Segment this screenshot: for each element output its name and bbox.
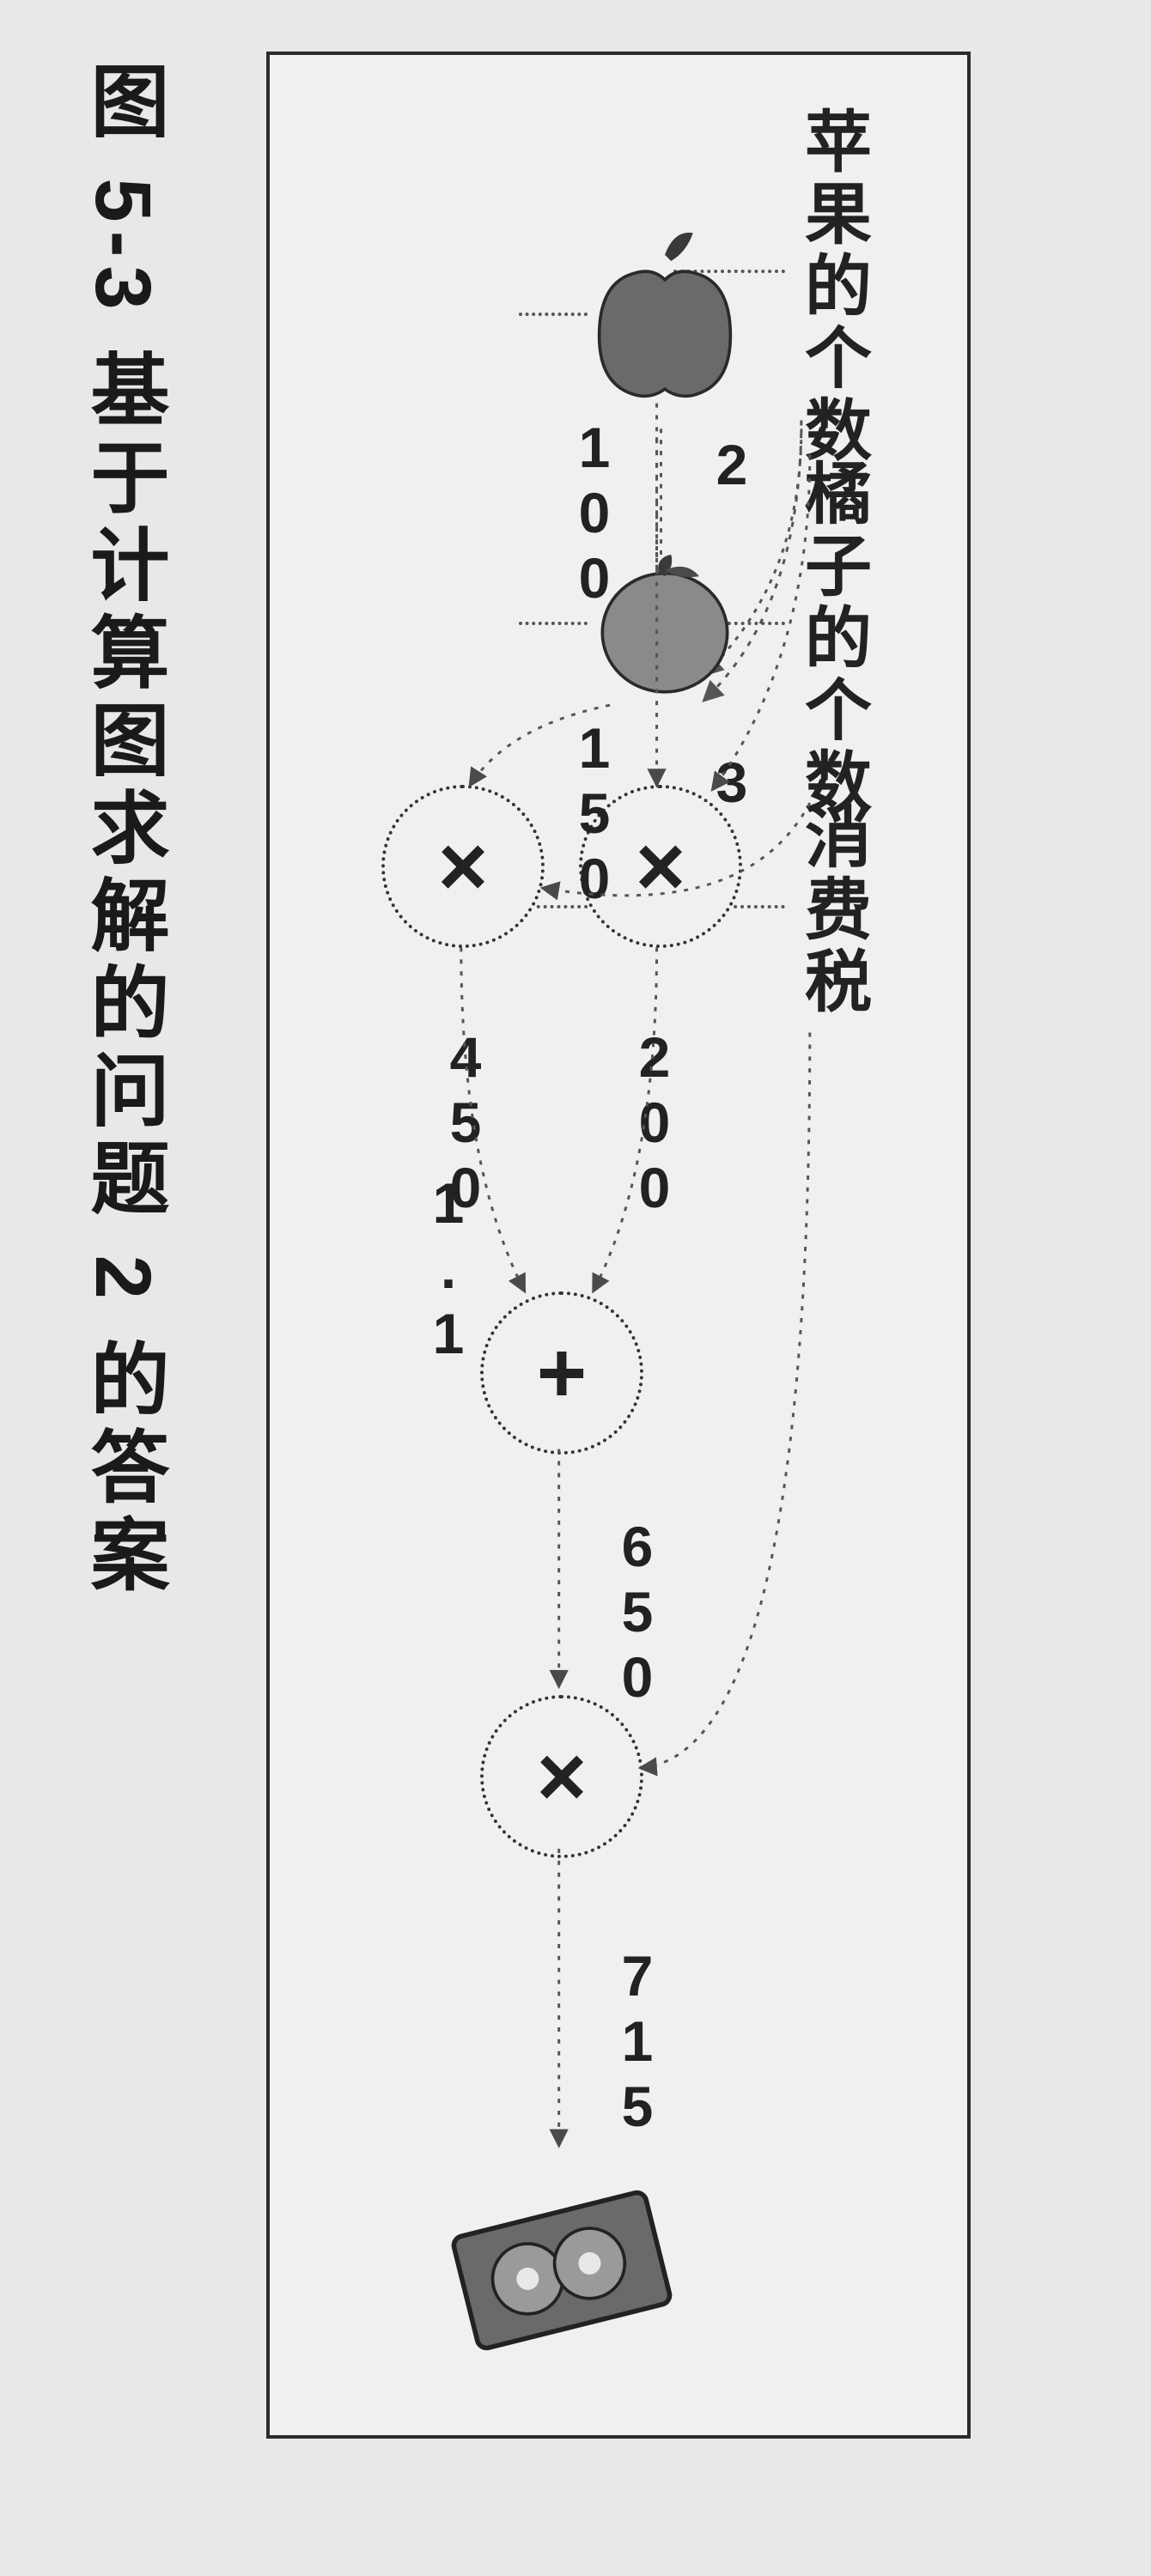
mul-node-3: ×	[480, 1695, 643, 1858]
leader-apple-price	[519, 313, 588, 316]
page: 图 5-3 基于计算图求解的问题 2 的答案	[77, 52, 1074, 2524]
figure-caption: 图 5-3 基于计算图求解的问题 2 的答案	[77, 52, 180, 1941]
value-apple-price: 100	[562, 416, 627, 611]
value-apple-count: 2	[699, 433, 764, 498]
value-apple-subtotal: 200	[622, 1025, 687, 1221]
apple-icon	[583, 227, 746, 398]
value-tax: 1.1	[416, 1171, 481, 1367]
mul-node-2: ×	[381, 785, 545, 948]
add-node: +	[480, 1291, 643, 1455]
orange-count-label: 橘子的个数	[785, 459, 881, 819]
money-icon	[433, 2159, 691, 2382]
value-orange-count: 3	[699, 750, 764, 816]
value-orange-price: 150	[562, 716, 627, 912]
value-sum: 650	[605, 1515, 670, 1710]
value-total: 715	[605, 1944, 670, 2140]
apple-count-label: 苹果的个数	[785, 106, 881, 467]
diagram-frame: 苹果的个数 橘子的个数 消费税 × × + ×	[266, 52, 971, 2439]
leader-orange-price	[519, 622, 588, 625]
tax-label: 消费税	[785, 802, 881, 1018]
